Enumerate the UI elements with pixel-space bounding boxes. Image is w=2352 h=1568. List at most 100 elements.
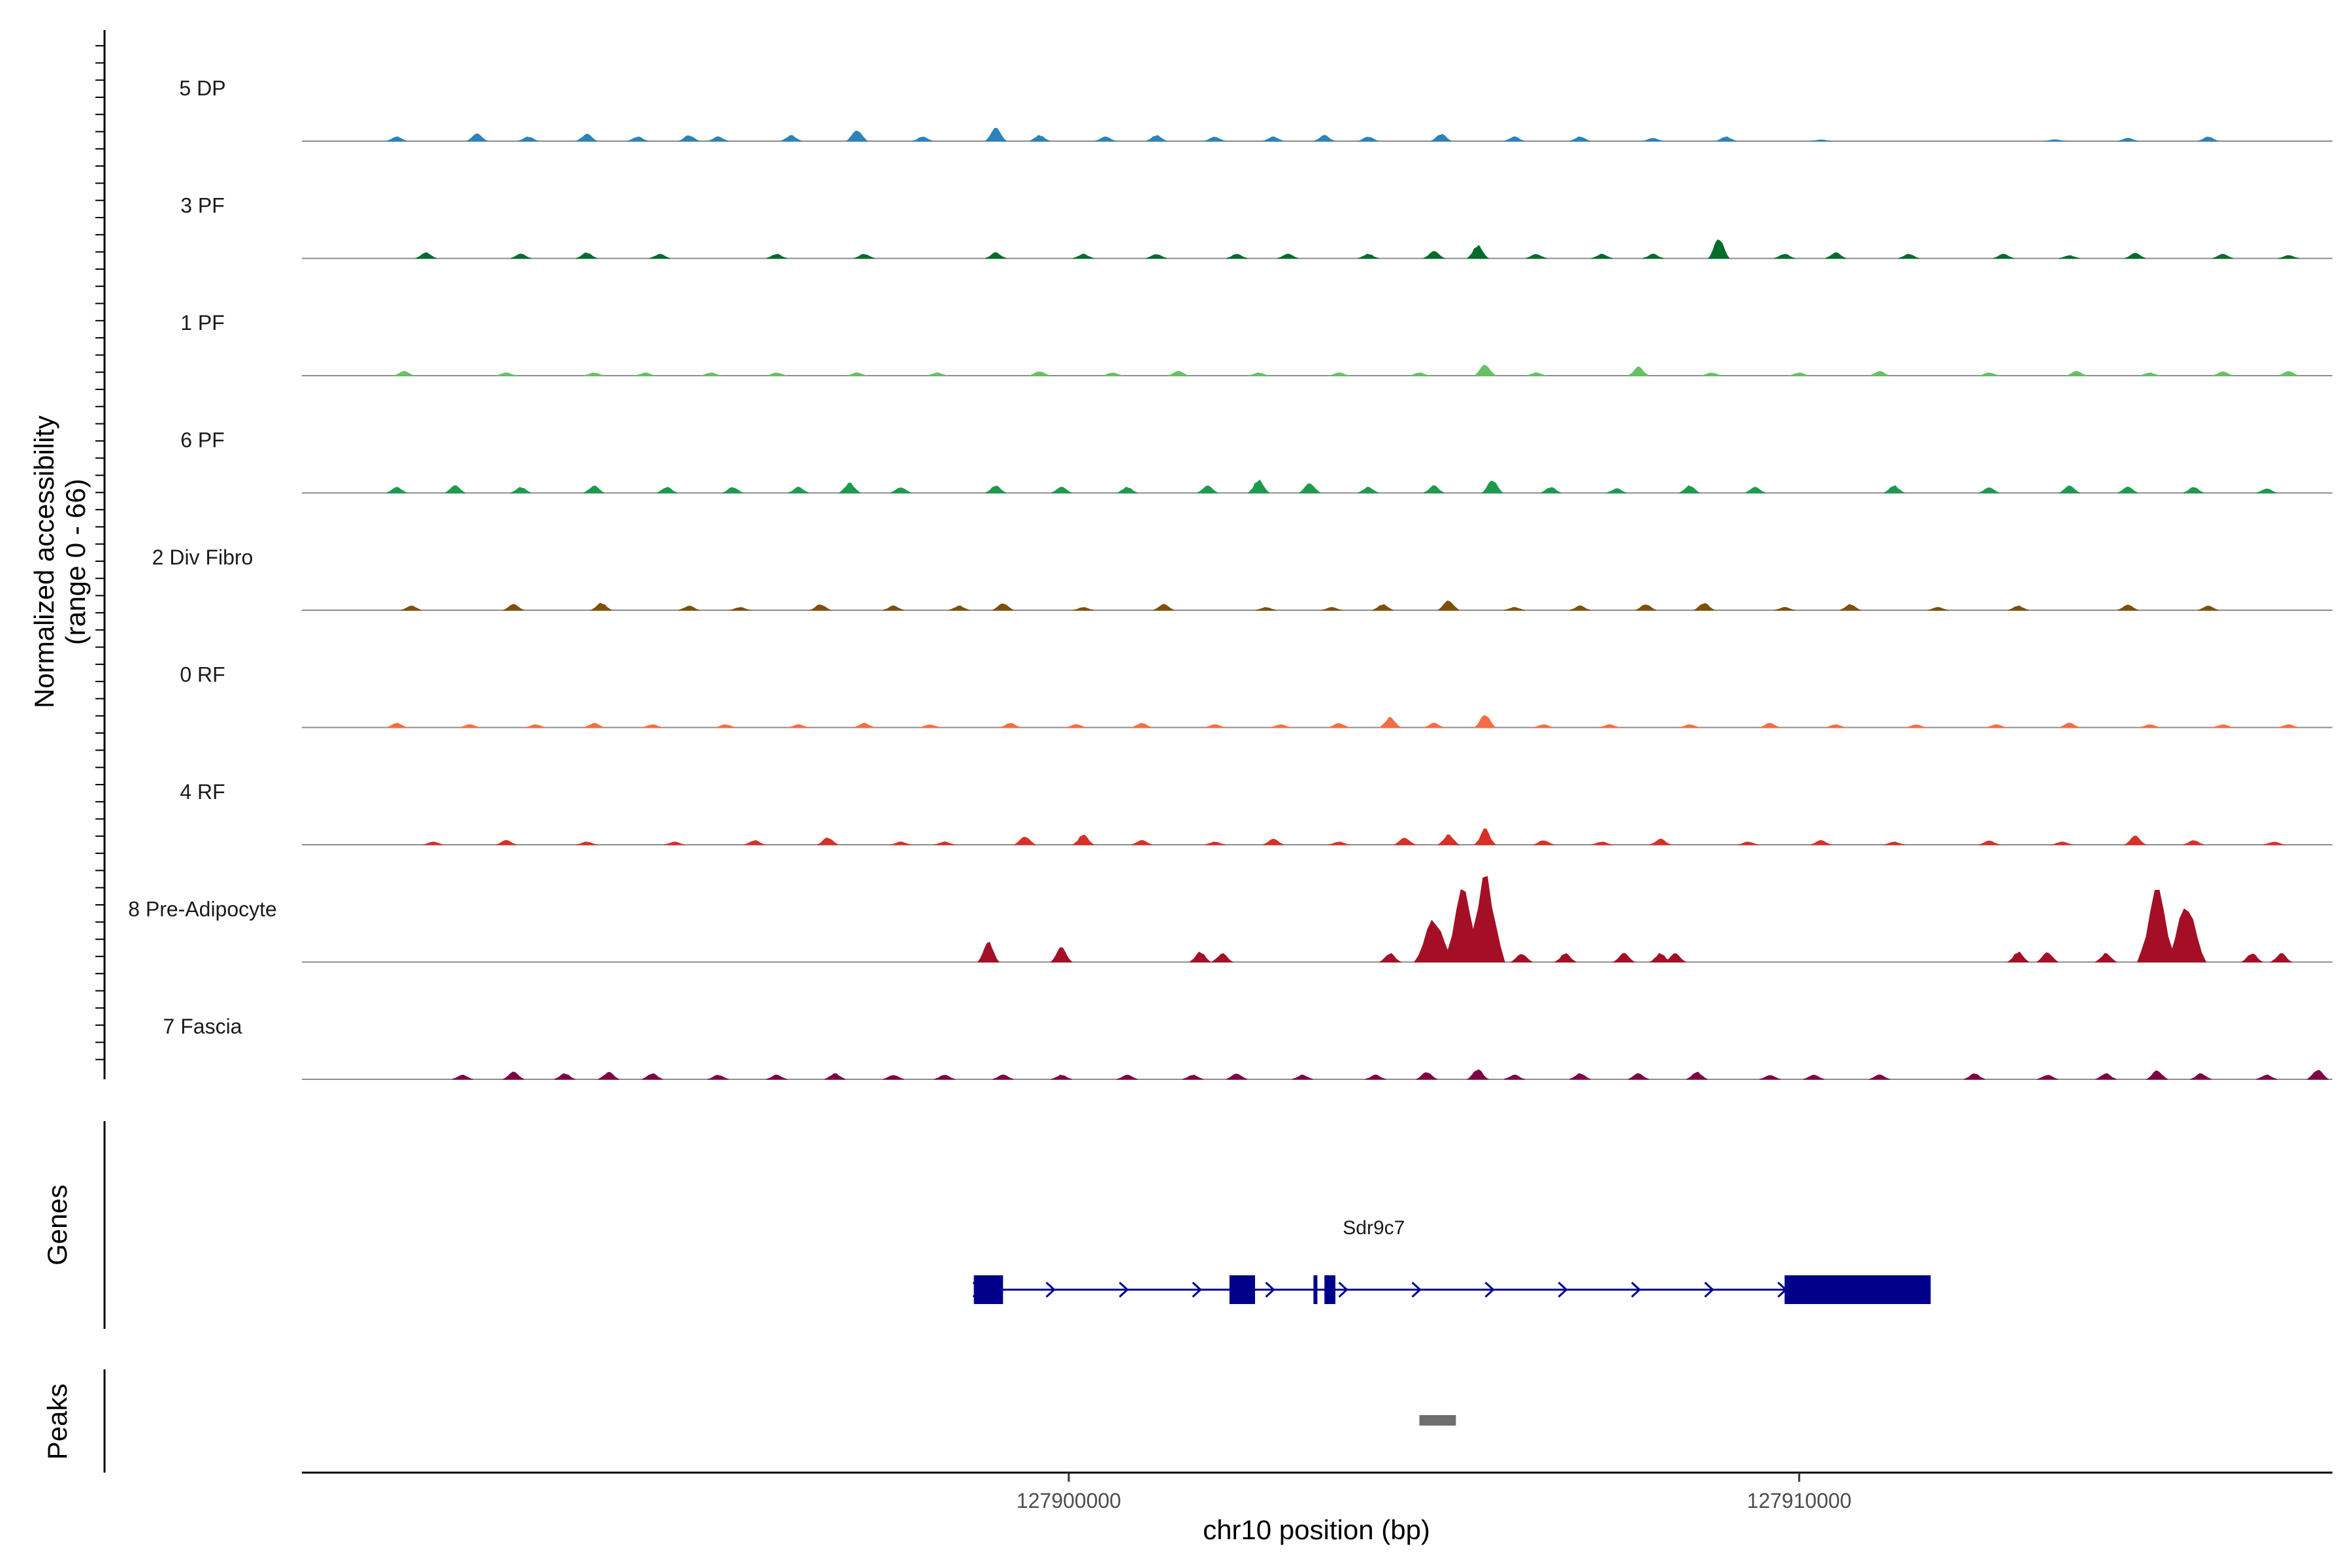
peak-1 (1050, 947, 1073, 962)
peak-23 (1905, 725, 1927, 728)
peak-14 (1328, 723, 1350, 728)
peak-23 (1759, 1075, 1781, 1080)
peak-31 (2256, 1074, 2278, 1080)
strand-chevron (1631, 1281, 1641, 1298)
peak-17 (1473, 715, 1497, 728)
peak-6 (846, 372, 868, 376)
track-7: 8 Pre-Adipocyte (128, 875, 2332, 963)
peak-18 (1788, 372, 1810, 376)
peak-21 (1759, 723, 1781, 728)
peak-4 (642, 724, 663, 728)
peak-12 (1262, 838, 1284, 845)
peak-20 (1678, 485, 1701, 493)
peak-25 (2123, 836, 2147, 845)
track-label: 0 RF (180, 663, 225, 687)
peak-22 (2008, 605, 2029, 611)
peak-26 (2197, 137, 2219, 142)
peak-10 (1051, 487, 1072, 493)
peak-21 (1744, 487, 1766, 493)
peak-7 (853, 723, 875, 728)
peak-15 (1437, 834, 1460, 845)
peak-4 (729, 607, 751, 611)
peak-27 (2256, 488, 2278, 493)
peak-24 (2278, 371, 2300, 376)
peak-26 (2183, 840, 2204, 845)
peak-1 (495, 840, 517, 845)
peak-5 (766, 372, 787, 376)
peak-12 (1197, 485, 1220, 493)
peak-19 (1503, 136, 1526, 142)
peak-1 (443, 485, 466, 493)
peak-15 (1292, 1074, 1313, 1080)
peak-12 (1423, 251, 1446, 259)
peak-22 (1883, 485, 1905, 493)
peak-9 (912, 137, 934, 142)
peak-14 (1204, 137, 1226, 142)
peak-13 (1145, 135, 1168, 142)
coverage-tracks: 5 DP 3 PF 1 PF 6 PF 2 Div Fibro 0 RF 4 RF 8 Pre… (128, 76, 2332, 1080)
peak-9 (984, 485, 1008, 493)
peak-19 (2269, 953, 2293, 962)
peak-8 (1510, 954, 1533, 962)
peak-5 (715, 724, 736, 728)
peak-14 (1526, 253, 1547, 259)
peak-7 (949, 605, 970, 611)
peak-13 (2006, 951, 2030, 962)
peak-19 (1606, 488, 1627, 493)
strand-chevron (1411, 1281, 1422, 1298)
peak-16 (1423, 485, 1445, 493)
track-label: 6 PF (180, 429, 225, 452)
peak-11 (1204, 841, 1226, 845)
peak-23 (1978, 487, 2000, 493)
peak-10 (1277, 253, 1299, 259)
peak-24 (1985, 724, 2007, 728)
peak-24 (2059, 485, 2080, 493)
peaks-panel-label: Peaks (42, 1384, 73, 1460)
peak-14 (1473, 365, 1497, 376)
peak-28 (2095, 1073, 2117, 1080)
peak-12 (1663, 953, 1687, 962)
peak-1 (502, 1071, 525, 1080)
peak-6 (890, 841, 911, 845)
peak-1 (465, 133, 488, 142)
peak-22 (1825, 724, 1846, 728)
peak-14 (1437, 600, 1460, 611)
peak-11 (1358, 253, 1379, 259)
track-2: 1 PF (180, 311, 2332, 376)
peak-region-0 (1419, 1415, 1456, 1426)
peak-6 (708, 136, 729, 142)
peak-17 (1635, 604, 1657, 611)
gene-exon-4 (1784, 1275, 1931, 1304)
peak-26 (1963, 1073, 1985, 1080)
peak-9 (1073, 607, 1094, 611)
peak-3 (596, 1071, 619, 1080)
peak-9 (1554, 953, 1577, 962)
peak-23 (2117, 604, 2139, 611)
peak-8 (1145, 254, 1168, 259)
peak-7 (1073, 253, 1094, 259)
peak-0 (415, 252, 437, 259)
peak-25 (2278, 255, 2300, 259)
x-tick-label-1: 127910000 (1747, 1489, 1852, 1512)
peak-3 (664, 841, 685, 845)
strand-chevron (1045, 1281, 1056, 1298)
peak-2 (517, 136, 539, 142)
coverage-y-ticks (95, 45, 105, 1060)
peak-25 (1869, 1074, 1890, 1080)
gene-exon-0 (973, 1275, 1004, 1304)
peak-track (1419, 1415, 1456, 1426)
peak-17 (1533, 840, 1554, 845)
peak-15 (2094, 953, 2118, 962)
peak-15 (1526, 372, 1547, 376)
peak-7 (824, 1073, 846, 1080)
track-label: 5 DP (179, 76, 225, 100)
peak-0 (393, 370, 415, 376)
peak-30 (2190, 1073, 2212, 1080)
peak-2 (576, 841, 598, 845)
track-6: 4 RF (180, 780, 2332, 845)
peak-23 (2124, 253, 2146, 259)
peak-15 (1379, 717, 1402, 728)
peak-18 (1533, 724, 1554, 728)
peak-29 (2145, 1070, 2169, 1080)
